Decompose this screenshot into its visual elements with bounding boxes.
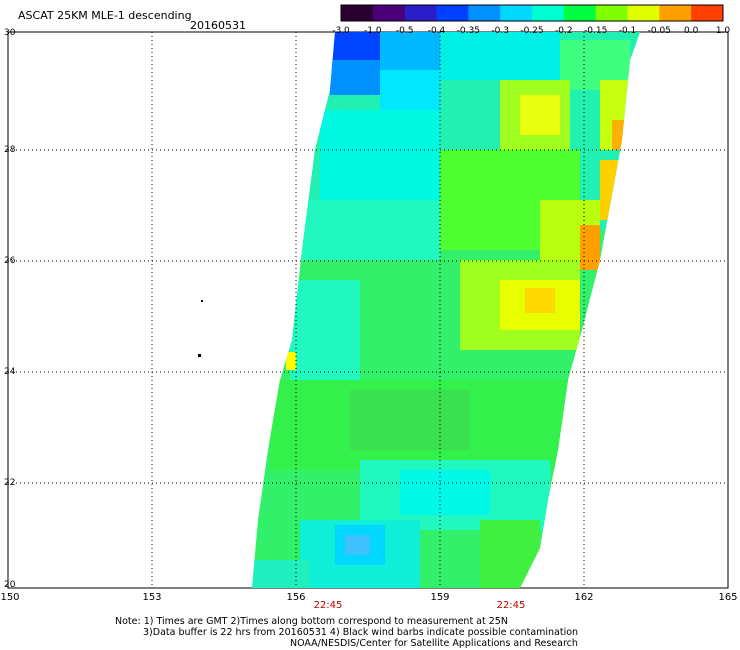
colorbar-swatch bbox=[436, 5, 469, 21]
lon-label-159: 159 bbox=[430, 592, 450, 603]
colorbar bbox=[340, 4, 724, 22]
colorbar-swatch bbox=[372, 5, 406, 21]
colorbar-swatch bbox=[341, 5, 374, 21]
colorbar-tick-label: -0.1 bbox=[618, 26, 637, 36]
colorbar-swatch bbox=[532, 5, 565, 21]
lat-label-26: 26 bbox=[4, 256, 16, 266]
lat-label-30: 30 bbox=[4, 28, 16, 38]
lat-label-28: 28 bbox=[4, 145, 16, 155]
lon-label-165: 165 bbox=[718, 592, 738, 603]
lon-label-156: 156 bbox=[286, 592, 306, 603]
note-line-2: 3)Data buffer is 22 hrs from 20160531 4)… bbox=[143, 627, 579, 638]
colorbar-tick-label: -0.25 bbox=[520, 26, 544, 36]
pass-time-label: 22:45 bbox=[496, 600, 526, 611]
colorbar-tick-label: 1.0 bbox=[715, 26, 731, 36]
lat-label-20: 20 bbox=[4, 580, 16, 590]
colorbar-swatch bbox=[627, 5, 660, 21]
colorbar-swatch bbox=[659, 5, 692, 21]
colorbar-tick-label: -0.4 bbox=[427, 26, 446, 36]
colorbar-swatch bbox=[691, 5, 724, 21]
colorbar-tick-label: -0.15 bbox=[584, 26, 608, 36]
colorbar-tick-label: 0.0 bbox=[683, 26, 699, 36]
lat-label-24: 24 bbox=[4, 367, 16, 377]
note-line-1: Note: 1) Times are GMT 2)Times along bot… bbox=[115, 616, 508, 627]
colorbar-tick-label: -0.05 bbox=[647, 26, 671, 36]
lat-label-22: 22 bbox=[4, 478, 16, 488]
map-title: ASCAT 25KM MLE-1 descending bbox=[18, 9, 192, 22]
lon-label-153: 153 bbox=[142, 592, 162, 603]
colorbar-swatch bbox=[563, 5, 597, 21]
colorbar-tick-label: -0.5 bbox=[395, 26, 414, 36]
graticule bbox=[8, 32, 728, 588]
colorbar-border bbox=[340, 4, 724, 22]
colorbar-tick-label: -0.2 bbox=[555, 26, 573, 36]
colorbar-tick-label: -3.0 bbox=[332, 26, 350, 36]
colorbar-tick-label: -0.3 bbox=[491, 26, 509, 36]
colorbar-swatch bbox=[404, 5, 437, 21]
lon-label-162: 162 bbox=[574, 592, 594, 603]
colorbar-swatch bbox=[595, 5, 628, 21]
lon-label-150: 150 bbox=[0, 592, 20, 603]
wind-barb-mark bbox=[201, 300, 203, 302]
colorbar-swatch bbox=[468, 5, 501, 21]
map-date: 20160531 bbox=[190, 19, 246, 32]
note-line-3: NOAA/NESDIS/Center for Satellite Applica… bbox=[290, 638, 578, 649]
colorbar-tick-label: -1.0 bbox=[364, 26, 382, 36]
pass-time-label: 22:45 bbox=[313, 600, 343, 611]
colorbar-tick-label: -0.35 bbox=[456, 26, 480, 36]
colorbar-swatch bbox=[500, 5, 533, 21]
wind-barb-mark bbox=[198, 354, 201, 357]
